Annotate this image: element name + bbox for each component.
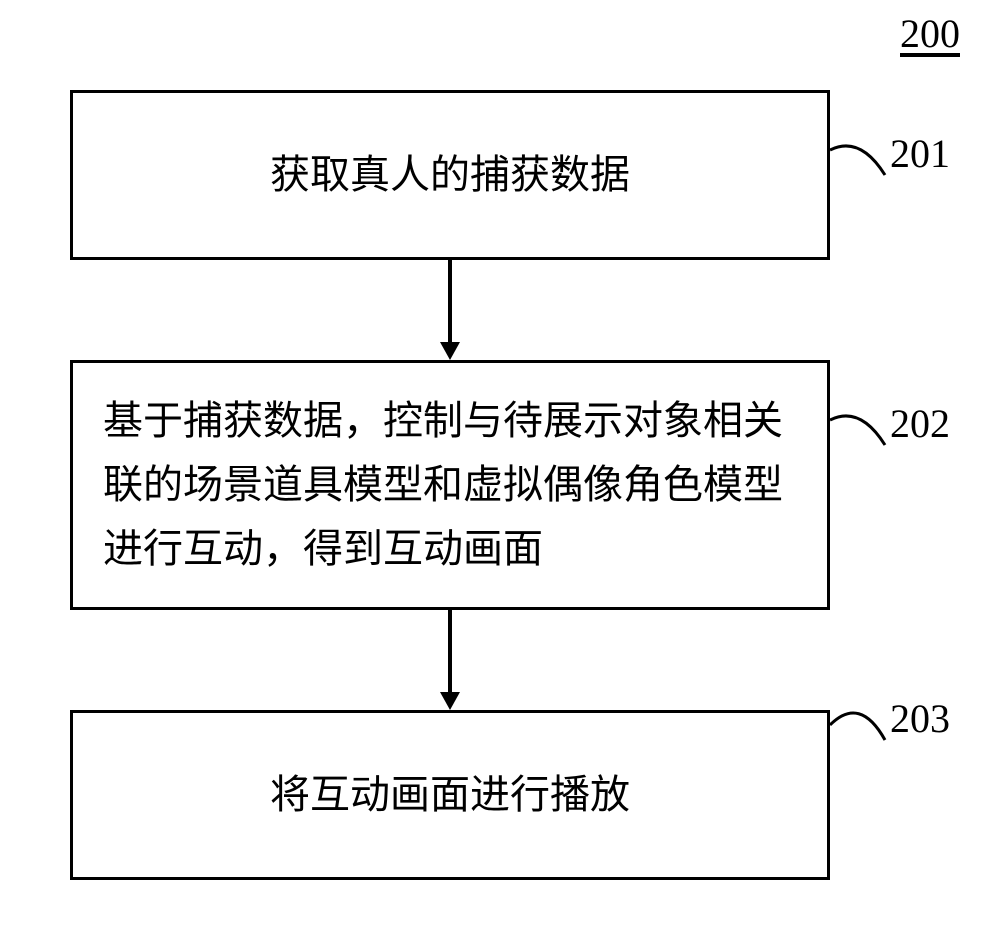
- edge-201-202: [448, 260, 452, 342]
- connector-202: [830, 400, 890, 460]
- node-label-201: 201: [890, 130, 950, 177]
- flow-node-203-text: 将互动画面进行播放: [270, 763, 630, 827]
- connector-203: [830, 695, 890, 755]
- edge-202-203-head: [440, 692, 460, 710]
- node-label-203: 203: [890, 695, 950, 742]
- flow-node-201-text: 获取真人的捕获数据: [270, 143, 630, 207]
- edge-202-203: [448, 610, 452, 692]
- edge-201-202-head: [440, 342, 460, 360]
- connector-201: [830, 130, 890, 190]
- flow-node-202-text: 基于捕获数据，控制与待展示对象相关联的场景道具模型和虚拟偶像角色模型进行互动，得…: [103, 389, 797, 581]
- flow-node-202: 基于捕获数据，控制与待展示对象相关联的场景道具模型和虚拟偶像角色模型进行互动，得…: [70, 360, 830, 610]
- flow-node-203: 将互动画面进行播放: [70, 710, 830, 880]
- flow-node-201: 获取真人的捕获数据: [70, 90, 830, 260]
- diagram-id-label: 200: [900, 10, 960, 57]
- node-label-202: 202: [890, 400, 950, 447]
